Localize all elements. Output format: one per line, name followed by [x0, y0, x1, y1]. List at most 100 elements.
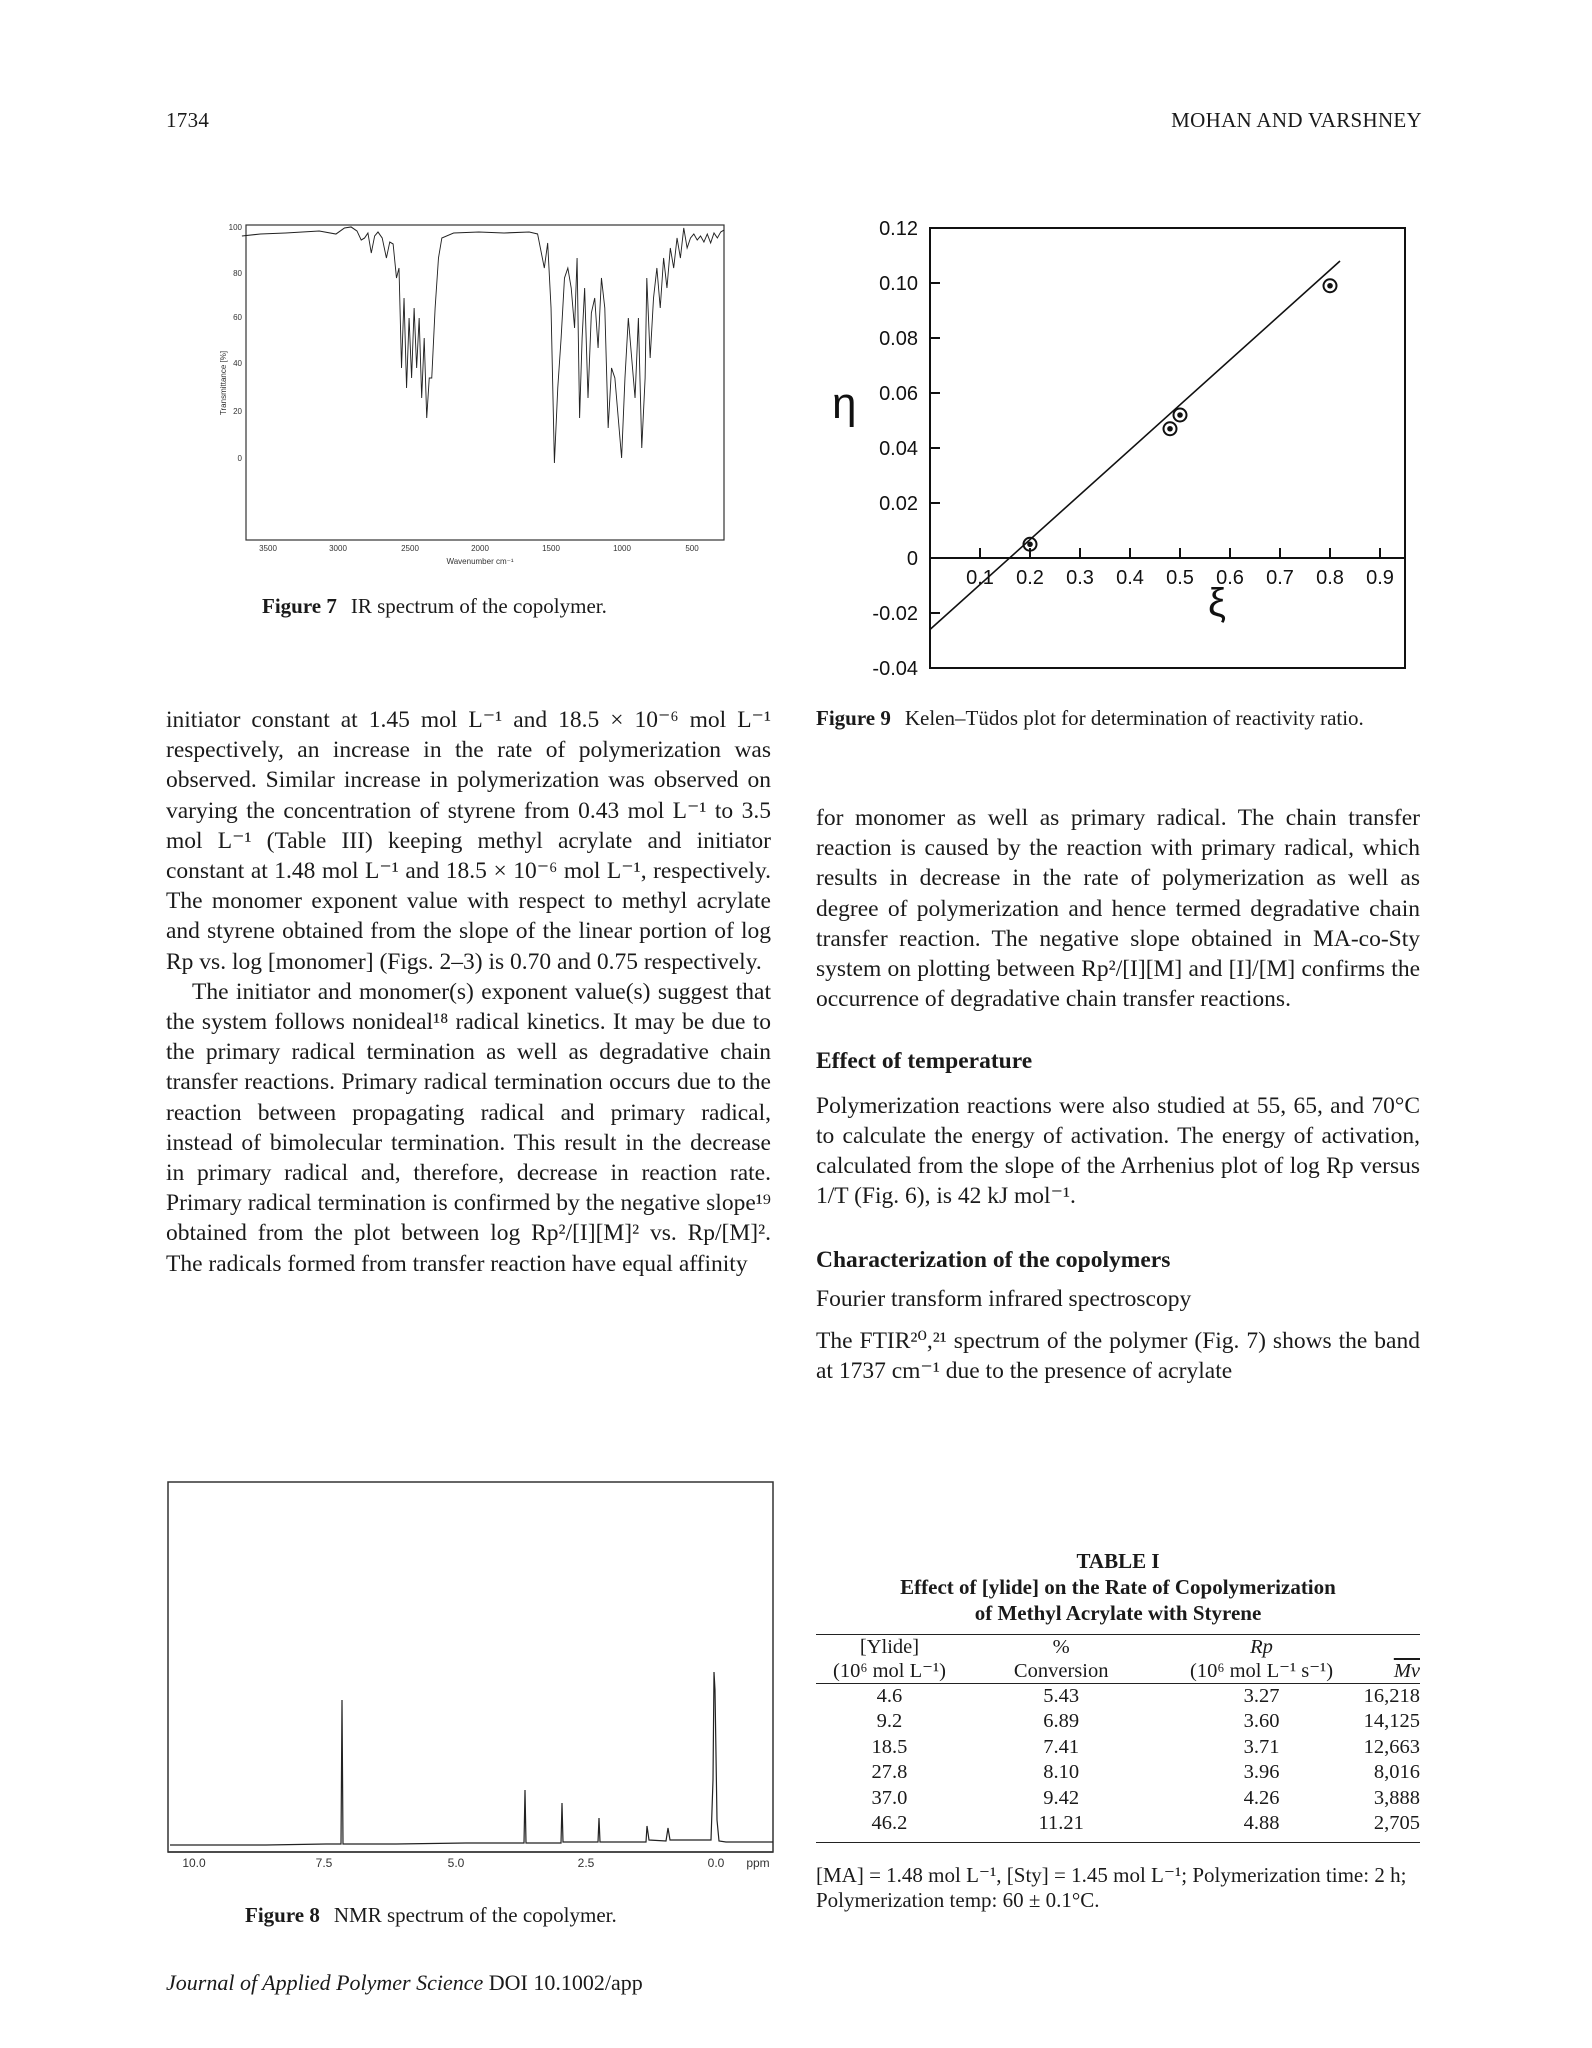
table-cell: 18.5 — [871, 1735, 908, 1758]
figure-9-kelen-tudos-plot: 0.12 0.10 0.08 0.06 0.04 0.02 0 -0.02 -0.04 0.1 0… — [810, 218, 1420, 680]
kelen-tudos-chart: 0.120.100.080.060.040.020-0.02-0.04 0.1 0… — [832, 218, 1406, 680]
ir-x-tick: 3500 — [259, 544, 277, 553]
table-cell: 37.0 — [871, 1786, 908, 1809]
kt-y-axis-label: η — [832, 379, 856, 428]
table-cell: 4.88 — [1243, 1812, 1280, 1835]
page-number: 1734 — [166, 108, 210, 132]
figure-8-caption-text: NMR spectrum of the copolymer. — [333, 1903, 617, 1927]
table-header-mv-top — [1364, 1635, 1420, 1659]
table-1-footnote: [MA] = 1.48 mol L⁻¹, [Sty] = 1.45 mol L⁻… — [816, 1863, 1407, 1913]
table-1-label: TABLE I — [1076, 1549, 1160, 1573]
kt-y-tick-label: 0.10 — [879, 273, 918, 295]
section-heading-characterization: Characterization of the copolymers — [816, 1247, 1171, 1274]
table-1-title-line-1: Effect of [ylide] on the Rate of Copolym… — [900, 1575, 1336, 1599]
kt-data-point — [1322, 278, 1338, 294]
table-cell: 46.2 — [871, 1812, 908, 1835]
table-cell: 27.8 — [871, 1761, 908, 1784]
table-cell: 16,218 — [1363, 1685, 1420, 1707]
kt-x-tick-label: 0.8 — [1316, 567, 1344, 589]
table-cell: 12,663 — [1363, 1735, 1420, 1758]
kt-x-tick-label: 0.3 — [1066, 567, 1094, 589]
ir-x-axis-label: Wavenumber cm⁻¹ — [446, 557, 513, 566]
running-title: MOHAN AND VARSHNEY — [1171, 108, 1422, 132]
kt-x-tick-label: 0.6 — [1216, 567, 1244, 589]
kt-x-tick-label: 0.4 — [1116, 567, 1144, 589]
journal-name: Journal of Applied Polymer Science — [166, 1970, 484, 1995]
ir-y-tick: 40 — [233, 359, 242, 368]
table-header-mv: Mv — [1393, 1660, 1420, 1682]
table-cell: 7.41 — [1043, 1735, 1080, 1758]
figure-9-label: Figure 9 — [816, 706, 891, 730]
nmr-x-tick: 7.5 — [316, 1856, 333, 1870]
left-paragraph-1: initiator constant at 1.45 mol L⁻¹ and 1… — [166, 707, 771, 975]
table-row: 46.2 11.21 4.88 2,705 — [816, 1811, 1420, 1836]
table-row: 37.0 9.42 4.26 3,888 — [816, 1786, 1420, 1811]
table-row: 4.6 5.43 3.27 16,218 — [816, 1684, 1420, 1710]
table-header-conversion: % — [1052, 1636, 1070, 1658]
journal-footer: Journal of Applied Polymer Science DOI 1… — [166, 1970, 643, 1996]
kt-y-tick-label: 0.02 — [879, 493, 918, 515]
figure-7-ir-spectrum: Transmittance [%] 100 80 60 40 20 0 3500… — [210, 218, 730, 578]
figure-8-caption: Figure 8 NMR spectrum of the copolymer. — [245, 1903, 617, 1928]
table-cell: 5.43 — [1043, 1685, 1080, 1707]
ir-x-tick: 1500 — [542, 544, 560, 553]
table-cell: 3.27 — [1243, 1685, 1280, 1707]
kt-y-tick-label: 0.08 — [879, 328, 918, 350]
figure-7-caption: Figure 7 IR spectrum of the copolymer. — [262, 594, 607, 619]
ir-spectrum-plot: Transmittance [%] 100 80 60 40 20 0 3500… — [219, 223, 725, 566]
nmr-x-tick: 0.0 — [708, 1856, 725, 1870]
kt-y-tick-label: -0.02 — [872, 603, 918, 625]
kt-x-tick-label: 0.5 — [1166, 567, 1194, 589]
nmr-x-unit: ppm — [746, 1856, 769, 1870]
ir-x-tick: 2000 — [471, 544, 489, 553]
subsection-heading-ftir: Fourier transform infrared spectroscopy — [816, 1285, 1192, 1312]
ir-spectrum-trace — [241, 226, 725, 464]
ir-x-tick: 3000 — [329, 544, 347, 553]
table-cell: 9.42 — [1043, 1786, 1080, 1809]
nmr-x-tick: 10.0 — [182, 1856, 206, 1870]
journal-doi: DOI 10.1002/app — [488, 1970, 643, 1995]
kt-fit-line — [929, 260, 1341, 631]
table-1-body: 4.6 5.43 3.27 16,218 9.2 6.89 3.60 14,125 18.5 7.… — [816, 1684, 1420, 1837]
nmr-x-tick: 5.0 — [448, 1856, 465, 1870]
table-cell: 3.60 — [1243, 1710, 1280, 1733]
figure-9-caption: Figure 9 Kelen–Tüdos plot for determinati… — [816, 706, 1420, 731]
kt-y-ticks: 0.12 0.10 0.08 0.06 0.04 0.02 0 -0.02 -0.04 — [872, 218, 940, 680]
left-column-text: initiator constant at 1.45 mol L⁻¹ and 1… — [166, 705, 771, 1279]
right-paragraph-1: for monomer as well as primary radical. … — [816, 805, 1420, 1013]
kt-x-axis-label: ξ — [1208, 581, 1226, 625]
right-paragraph-ftir: The FTIR²⁰,²¹ spectrum of the polymer (F… — [816, 1327, 1420, 1385]
table-header-ylide-unit: (10⁶ mol L⁻¹) — [833, 1660, 946, 1682]
table-header-conversion-unit: Conversion — [1013, 1660, 1109, 1682]
figure-8-nmr-spectrum: 10.0 7.5 5.0 2.5 0.0 ppm — [166, 1480, 776, 1872]
kt-y-tick-label: 0.04 — [879, 438, 918, 460]
table-cell: 2,705 — [1373, 1812, 1420, 1835]
table-cell: 8,016 — [1373, 1761, 1420, 1784]
table-row: 27.8 8.10 3.96 8,016 — [816, 1760, 1420, 1785]
nmr-x-tick: 2.5 — [578, 1856, 595, 1870]
table-cell: 3,888 — [1373, 1786, 1420, 1809]
table-cell: 4.6 — [876, 1685, 903, 1707]
right-column-text: for monomer as well as primary radical. … — [816, 803, 1420, 1386]
kt-data-point-center — [1167, 425, 1173, 432]
kt-data-points — [1022, 278, 1338, 552]
ir-y-tick: 60 — [233, 313, 242, 322]
figure-9-caption-text: Kelen–Tüdos plot for determination of re… — [904, 706, 1364, 730]
figure-8-label: Figure 8 — [245, 1903, 320, 1927]
table-cell: 6.89 — [1043, 1710, 1080, 1733]
table-row: 9.2 6.89 3.60 14,125 — [816, 1709, 1420, 1734]
ir-y-tick: 20 — [233, 407, 242, 416]
table-cell: 11.21 — [1038, 1812, 1084, 1835]
table-cell: 9.2 — [876, 1710, 903, 1733]
kt-data-point — [1172, 407, 1188, 423]
ir-x-tick: 2500 — [401, 544, 419, 553]
section-heading-temperature: Effect of temperature — [816, 1048, 1033, 1075]
kt-x-tick-label: 0.1 — [966, 567, 994, 589]
table-cell: 14,125 — [1363, 1710, 1420, 1733]
kt-data-point-center — [1177, 412, 1183, 418]
nmr-spectrum-plot: 10.0 7.5 5.0 2.5 0.0 ppm — [167, 1481, 774, 1870]
kt-y-tick-label: -0.04 — [872, 658, 918, 678]
table-cell: 3.96 — [1243, 1761, 1280, 1784]
table-header-ylide: [Ylide] — [859, 1636, 920, 1658]
kt-x-tick-label: 0.7 — [1266, 567, 1294, 589]
